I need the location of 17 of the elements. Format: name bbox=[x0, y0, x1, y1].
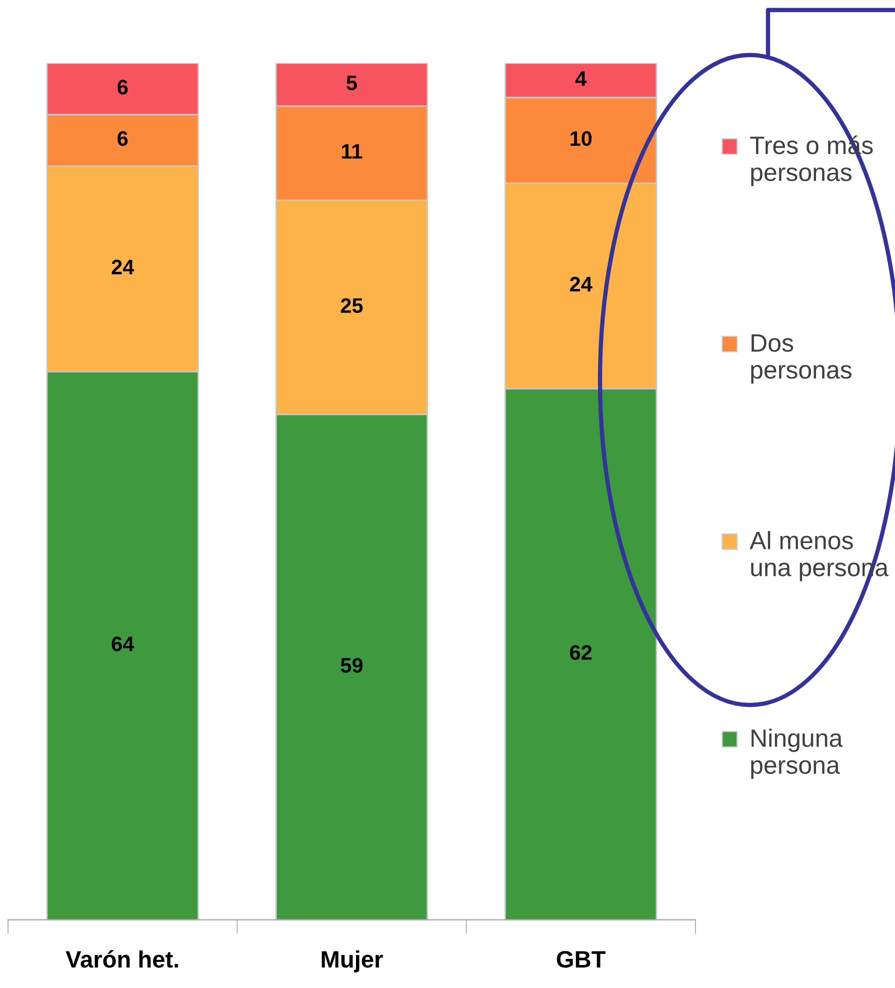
data-label: 6 bbox=[118, 131, 128, 146]
x-tick-label: Mujer bbox=[322, 950, 383, 972]
data-label: 64 bbox=[112, 636, 134, 652]
x-tick-label: GBT bbox=[556, 951, 606, 968]
data-label: 5 bbox=[346, 76, 357, 90]
data-label: 24 bbox=[570, 276, 592, 292]
data-label: 62 bbox=[570, 645, 592, 660]
data-label: 6 bbox=[118, 80, 128, 95]
data-label: 10 bbox=[570, 131, 592, 146]
data-label: 11 bbox=[342, 144, 362, 159]
data-label: 24 bbox=[112, 260, 134, 274]
legend-label: Dos personas bbox=[751, 334, 852, 384]
data-label: 59 bbox=[340, 658, 363, 673]
x-tick-label: Varón het. bbox=[66, 950, 178, 968]
legend-label: Ninguna persona bbox=[751, 728, 843, 779]
data-label: 25 bbox=[340, 298, 363, 313]
data-label: 4 bbox=[575, 71, 587, 86]
